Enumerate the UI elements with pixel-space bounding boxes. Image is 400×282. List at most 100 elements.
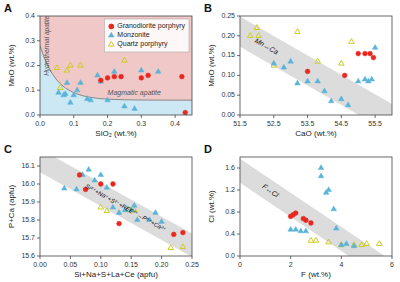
x-tick-label: 0.00 (33, 261, 47, 268)
point (74, 186, 80, 191)
x-tick-label: 0.0 (35, 120, 45, 127)
y-tick (237, 115, 240, 116)
y-tick-label: 15.9 (21, 198, 35, 205)
point (180, 230, 185, 235)
point (271, 60, 277, 65)
y-tick (37, 166, 40, 167)
legend-label: Granodiorite porphyry (117, 22, 185, 30)
y-tick-label: 0.20 (221, 32, 235, 39)
y-tick-label: 0.2 (25, 61, 35, 68)
x-tick-label: 55.5 (368, 120, 382, 127)
y-tick (37, 115, 40, 116)
plot-area (40, 157, 192, 256)
series (98, 73, 187, 115)
point (254, 25, 260, 30)
y-tick (37, 256, 40, 257)
point (105, 75, 110, 80)
point (95, 72, 101, 77)
y-tick (37, 40, 40, 41)
plot-frame (240, 16, 392, 115)
trend-band (240, 17, 392, 115)
legend-frame (104, 19, 189, 52)
point (92, 177, 98, 182)
point (293, 211, 298, 216)
panel-label: B (204, 2, 212, 14)
region-label: Hydrothermal apatite (43, 15, 51, 76)
point (64, 80, 70, 85)
point (104, 184, 110, 189)
x-tick-label: 4 (339, 261, 343, 268)
x-tick-label: 0 (238, 261, 242, 268)
y-tick (237, 95, 240, 96)
point (146, 73, 151, 78)
legend: Granodiorite porphyryMonzoniteQuartz por… (104, 19, 189, 52)
point (112, 74, 117, 79)
point (116, 210, 122, 215)
series (98, 204, 186, 249)
y-tick (237, 75, 240, 76)
series (271, 44, 378, 106)
y-tick (237, 168, 240, 169)
plot-area (240, 17, 392, 115)
point (313, 237, 319, 242)
series (308, 237, 382, 246)
point (326, 187, 332, 192)
point (122, 57, 128, 62)
point (288, 58, 294, 63)
point (328, 98, 334, 103)
x-tick (141, 115, 142, 118)
x-tick (73, 115, 74, 118)
annotation: Si⁴⁺+Na⁺+S²⁻+REE³⁺→P⁵⁺+Ca²⁺ (84, 183, 167, 233)
point (355, 78, 361, 83)
point (288, 226, 294, 231)
chart-container: 0.00.10.20.30.40.00.10.20.30.4SiO₂ (wt.%… (0, 0, 400, 282)
trend-band (240, 159, 392, 256)
y-tick-label: 0.8 (225, 208, 235, 215)
point (308, 237, 314, 242)
y-tick (37, 90, 40, 91)
point (57, 85, 63, 90)
point (247, 33, 253, 38)
point (56, 90, 62, 95)
y-tick (237, 256, 240, 257)
point (98, 78, 103, 83)
point (339, 242, 345, 247)
point (71, 92, 77, 97)
y-tick-label: 0.0 (25, 111, 35, 118)
point (64, 67, 70, 72)
point (331, 206, 337, 211)
region-fill (40, 16, 192, 100)
point (363, 51, 368, 56)
y-tick-label: 0.4 (25, 12, 35, 19)
series (305, 51, 376, 78)
legend-marker (109, 41, 115, 46)
plot-area (240, 159, 392, 256)
x-tick (273, 115, 274, 118)
y-tick (237, 212, 240, 213)
point (305, 69, 310, 74)
point (356, 51, 361, 56)
point (105, 97, 111, 102)
y-tick-label: 0.05 (221, 91, 235, 98)
trend-band (40, 157, 192, 256)
point (339, 60, 345, 65)
point (153, 210, 159, 215)
point (295, 29, 301, 34)
point (342, 73, 347, 78)
series (288, 211, 313, 226)
point (119, 74, 124, 79)
point (68, 99, 74, 104)
y-tick (37, 238, 40, 239)
panel: 0.000.050.100.150.200.2515.615.715.815.9… (4, 143, 199, 279)
point (372, 44, 378, 49)
point (339, 242, 345, 247)
point (315, 58, 321, 63)
point (349, 39, 355, 44)
panel: 02460.00.40.81.21.6F (wt.%)Cl (wt.%)DF↔C… (204, 143, 394, 282)
x-tick (392, 256, 393, 259)
region-fill (40, 16, 192, 115)
x-tick-label: 0.2 (103, 120, 113, 127)
x-tick-label: 0.4 (170, 120, 180, 127)
point (155, 68, 161, 73)
point (131, 202, 137, 207)
